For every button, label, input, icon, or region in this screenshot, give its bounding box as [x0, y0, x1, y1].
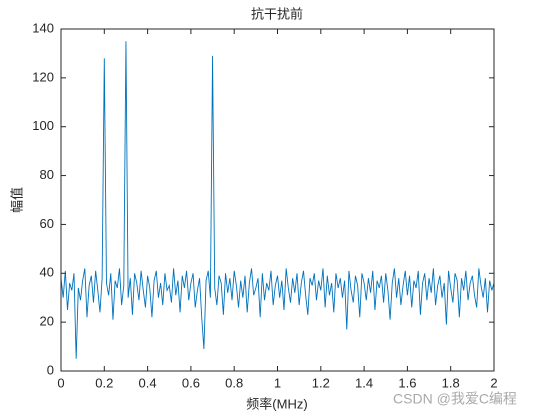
watermark: CSDN @我爱C编程 [393, 391, 517, 407]
plot-area [61, 29, 494, 371]
y-tick-label: 100 [32, 118, 54, 133]
x-tick-label: 1.8 [442, 375, 460, 390]
data-line [60, 41, 495, 359]
x-tick-label: 0.6 [182, 375, 200, 390]
y-axis-label: 幅值 [9, 187, 24, 213]
x-tick-label: 1.6 [398, 375, 416, 390]
y-tick-label: 40 [40, 265, 54, 280]
y-tick-label: 140 [32, 20, 54, 35]
x-tick-label: 1.2 [312, 375, 330, 390]
y-tick-label: 0 [47, 362, 54, 377]
y-tick-label: 60 [40, 216, 54, 231]
x-tick-label: 1.4 [355, 375, 373, 390]
x-tick-label: 0.4 [139, 375, 157, 390]
y-tick-label: 80 [40, 167, 54, 182]
x-tick-label: 0 [57, 375, 64, 390]
x-tick-label: 1 [274, 375, 281, 390]
y-tick-label: 120 [32, 69, 54, 84]
chart-title: 抗干扰前 [251, 6, 303, 21]
x-tick-label: 0.2 [95, 375, 113, 390]
x-axis-label: 频率(MHz) [246, 396, 307, 411]
y-tick-label: 20 [40, 314, 54, 329]
x-tick-label: 0.8 [225, 375, 243, 390]
x-tick-label: 2 [490, 375, 497, 390]
